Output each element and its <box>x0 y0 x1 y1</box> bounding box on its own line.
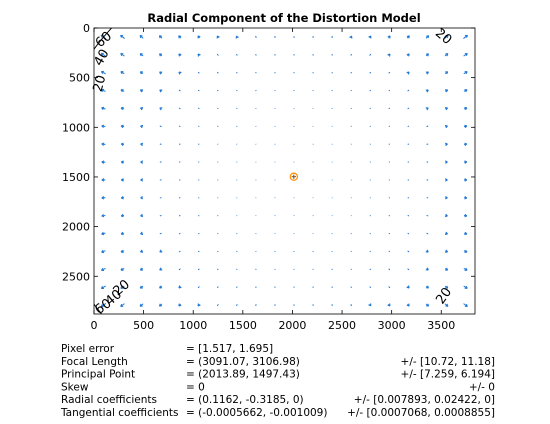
distortion-arrow <box>140 286 143 288</box>
y-tick-label: 2000 <box>62 221 90 234</box>
distortion-arrow <box>237 108 238 109</box>
stats-row: Radial coefficients = (0.1162, -0.3185, 0… <box>61 394 495 406</box>
stats-value: = 0 <box>186 381 205 393</box>
x-tick-label: 3500 <box>427 319 455 332</box>
distortion-arrow <box>427 126 429 127</box>
distortion-arrow <box>217 108 218 109</box>
distortion-arrow <box>389 251 390 252</box>
distortion-arrow <box>237 251 238 252</box>
distortion-arrow <box>351 304 352 306</box>
distortion-arrow <box>179 233 180 234</box>
distortion-arrow <box>179 126 180 127</box>
x-tick-label: 1000 <box>179 319 207 332</box>
distortion-arrow <box>237 126 238 127</box>
distortion-arrow <box>351 90 352 91</box>
plot-area <box>94 28 475 314</box>
distortion-arrow <box>389 126 390 127</box>
distortion-arrow <box>370 251 371 252</box>
distortion-arrow <box>351 108 352 109</box>
distortion-arrow <box>217 251 218 252</box>
distortion-arrow <box>217 72 218 73</box>
stats-row: Focal Length = (3091.07, 3106.98) +/- [10.… <box>61 356 495 368</box>
stats-row: Principal Point = (2013.89, 1497.43) +/- [… <box>61 369 495 381</box>
distortion-arrow <box>237 287 238 288</box>
stats-error: +/- 0 <box>469 381 495 393</box>
y-tick-label: 2500 <box>62 270 90 283</box>
stats-error: +/- [10.72, 11.18] <box>401 356 495 368</box>
distortion-arrow <box>351 251 352 252</box>
distortion-arrow <box>370 90 371 91</box>
y-tick-label: 0 <box>83 22 90 35</box>
stats-value: = (2013.89, 1497.43) <box>186 369 300 381</box>
x-tick-label: 1500 <box>229 319 257 332</box>
distortion-arrow <box>351 126 352 127</box>
stats-row: Tangential coefficients = (-0.0005662, -0… <box>60 407 495 419</box>
y-tick-label: 500 <box>69 72 90 85</box>
x-tick-label: 3000 <box>378 319 406 332</box>
distortion-arrow <box>237 54 238 55</box>
distortion-arrow <box>389 233 390 234</box>
distortion-arrow <box>237 304 238 306</box>
x-tick-label: 2500 <box>328 319 356 332</box>
stats-label: Focal Length <box>61 356 128 368</box>
stats-value: = (-0.0005662, -0.001009) <box>186 407 327 419</box>
distortion-arrow <box>370 269 371 270</box>
stats-value: = (3091.07, 3106.98) <box>186 356 300 368</box>
chart-title: Radial Component of the Distortion Model <box>147 11 420 25</box>
distortion-arrow <box>237 72 238 73</box>
y-tick-label: 1000 <box>62 121 90 134</box>
distortion-arrow <box>160 126 162 127</box>
distortion-arrow <box>237 269 238 270</box>
stats-error: +/- [7.259, 6.194] <box>401 369 495 381</box>
distortion-arrow <box>217 90 218 91</box>
stats-error: +/- [0.007893, 0.02422, 0] <box>354 394 495 406</box>
distortion-arrow <box>179 108 180 109</box>
stats-label: Principal Point <box>61 369 135 381</box>
distortion-arrow <box>351 72 352 73</box>
distortion-arrow <box>427 233 429 234</box>
distortion-arrow <box>408 126 409 127</box>
distortion-arrow <box>351 233 352 234</box>
distortion-arrow <box>160 233 162 234</box>
stats-error: +/- [0.0007068, 0.0008855] <box>347 407 495 419</box>
distortion-arrow <box>198 108 199 109</box>
distortion-arrow <box>217 269 218 270</box>
distortion-arrow <box>445 72 448 74</box>
distortion-arrow <box>408 233 409 234</box>
distortion-arrow <box>198 251 199 252</box>
stats-value: = [1.517, 1.695] <box>186 343 273 355</box>
calibration-stats: Pixel error = [1.517, 1.695] Focal Length =… <box>60 343 495 419</box>
stats-row: Skew = 0 +/- 0 <box>61 381 495 393</box>
x-tick-label: 2000 <box>278 319 306 332</box>
distortion-arrow <box>351 287 352 288</box>
distortion-arrow <box>351 54 352 55</box>
distortion-arrow <box>217 233 218 234</box>
y-tick-label: 1500 <box>62 171 90 184</box>
distortion-arrow <box>179 36 181 39</box>
distortion-arrow <box>217 126 218 127</box>
stats-label: Tangential coefficients <box>60 407 178 419</box>
stats-label: Skew <box>61 381 89 393</box>
distortion-arrow <box>198 233 199 234</box>
distortion-arrow <box>389 108 390 109</box>
distortion-arrow <box>198 126 199 127</box>
x-tick-label: 500 <box>133 319 154 332</box>
distortion-arrow <box>351 269 352 270</box>
stats-value: = (0.1162, -0.3185, 0) <box>186 394 304 406</box>
distortion-arrow <box>370 108 371 109</box>
stats-label: Pixel error <box>61 343 115 355</box>
distortion-arrow <box>408 108 409 109</box>
distortion-arrow <box>370 126 371 127</box>
distortion-arrow <box>237 233 238 234</box>
stats-row: Pixel error = [1.517, 1.695] <box>61 343 273 355</box>
distortion-arrow <box>370 233 371 234</box>
stats-label: Radial coefficients <box>61 394 157 406</box>
x-tick-label: 0 <box>91 319 98 332</box>
distortion-arrow <box>237 90 238 91</box>
distortion-arrow <box>140 72 143 74</box>
